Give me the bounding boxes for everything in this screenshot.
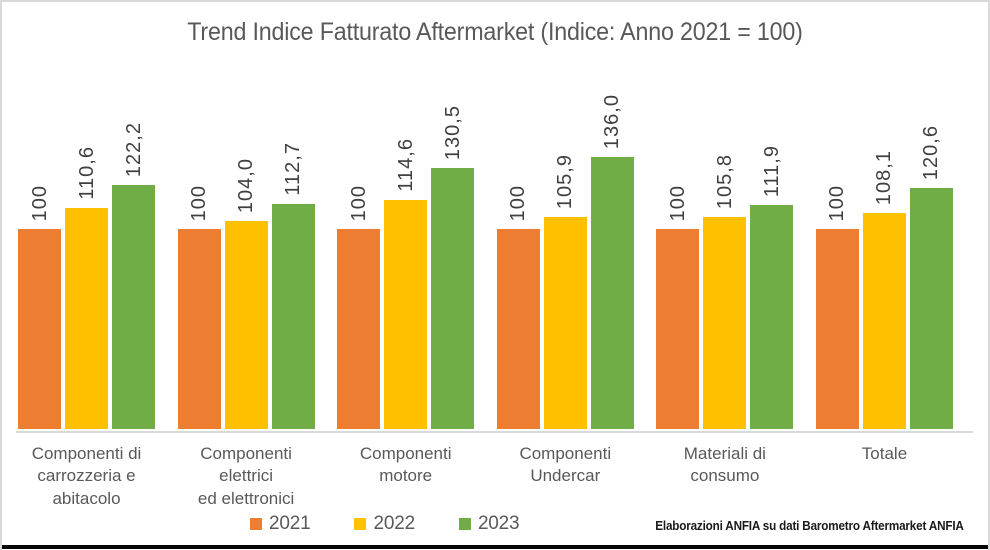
plot-area: 100 110,6 122,2 100 104,0 112,7 100 114,6 130,5 1… [18,94,953,429]
value-label-2023: 112,7 [282,142,305,196]
bar-2021 [177,229,221,429]
bar-2023 [590,157,634,429]
bar-2021 [18,229,61,429]
value-label-2023: 120,6 [920,124,943,180]
bar-column-2022: 104,0 [224,157,268,429]
bar-column-2023: 120,6 [909,124,953,429]
bar-2023 [271,203,315,429]
legend-swatch-2022 [354,518,367,530]
bottom-border-line [2,545,988,549]
value-label-2022: 105,8 [713,154,736,210]
value-label-2021: 100 [826,184,849,221]
legend: 2021 2022 2023 [250,513,520,535]
bar-column-2023: 136,0 [590,93,634,429]
category-axis: Componenti di carrozzeria e abitacolo Com… [18,443,953,510]
category-label-3: Componenti motore [359,444,452,486]
bar-2021 [656,229,700,429]
value-label-2023: 122,2 [122,121,145,177]
value-label-2023: 130,5 [441,104,464,160]
bar-2022 [224,221,268,429]
legend-item-2023: 2023 [458,513,520,535]
legend-item-2022: 2022 [354,513,415,535]
bar-2023 [431,168,475,429]
bar-group-3: 100 114,6 130,5 [337,104,475,429]
bar-column-2022: 105,9 [543,154,587,429]
value-label-2021: 100 [347,184,370,221]
bar-column-2021: 100 [496,184,540,429]
bar-2022 [384,199,428,429]
value-label-2023: 136,0 [601,93,624,149]
bar-column-2021: 100 [18,185,61,429]
value-label-2022: 104,0 [235,157,258,213]
legend-label-2022: 2022 [373,513,415,534]
x-axis-line [16,431,973,433]
legend-label-2021: 2021 [269,513,311,534]
bar-column-2022: 105,8 [703,154,747,429]
bar-column-2022: 110,6 [65,146,108,429]
bar-group-5: 100 105,8 111,9 [656,145,794,429]
bar-column-2021: 100 [337,184,381,429]
category-label-2: Componenti elettrici ed elettronici [197,444,295,508]
category-label-5: Materiali di consumo [683,444,766,486]
bar-group-2: 100 104,0 112,7 [177,142,315,429]
category-label-1: Componenti di carrozzeria e abitacolo [31,444,142,508]
bar-2023 [909,187,953,429]
bar-column-2021: 100 [815,184,859,429]
bar-2021 [337,229,381,429]
bar-2021 [815,229,859,429]
value-label-2022: 108,1 [873,149,896,205]
bar-column-2023: 112,7 [271,142,315,429]
bar-column-2022: 108,1 [862,149,906,429]
value-label-2022: 105,9 [554,154,577,210]
value-label-2021: 100 [666,184,689,221]
value-label-2021: 100 [188,184,211,221]
bar-column-2022: 114,6 [384,138,428,429]
bar-column-2023: 122,2 [112,122,155,429]
legend-label-2023: 2023 [477,513,520,534]
source-note: Elaborazioni ANFIA su dati Barometro Aft… [655,518,965,533]
bar-column-2021: 100 [656,184,700,429]
value-label-2022: 114,6 [394,138,417,192]
bar-2022 [543,217,587,429]
legend-item-2021: 2021 [250,513,311,535]
chart-title: Trend Indice Fatturato Aftermarket (Indi… [187,18,803,46]
bar-2022 [65,207,108,429]
bar-column-2023: 130,5 [431,104,475,429]
bar-column-2023: 111,9 [750,145,794,429]
value-label-2021: 100 [507,184,530,221]
bar-2022 [703,217,747,429]
category-label-6: Totale [861,444,908,463]
bar-2023 [112,184,155,429]
bar-2021 [496,229,540,429]
legend-swatch-2023 [458,518,471,530]
bar-group-4: 100 105,9 136,0 [496,93,634,429]
legend-swatch-2021 [250,518,262,530]
value-label-2022: 110,6 [75,146,98,200]
bar-column-2021: 100 [177,184,221,429]
category-label-4: Componenti Undercar [519,444,612,486]
bar-group-6: 100 108,1 120,6 [815,124,953,429]
value-label-2023: 111,9 [760,145,783,198]
bar-group-1: 100 110,6 122,2 [18,122,155,429]
bar-2023 [750,205,794,429]
bar-2022 [862,212,906,429]
value-label-2021: 100 [28,184,51,221]
